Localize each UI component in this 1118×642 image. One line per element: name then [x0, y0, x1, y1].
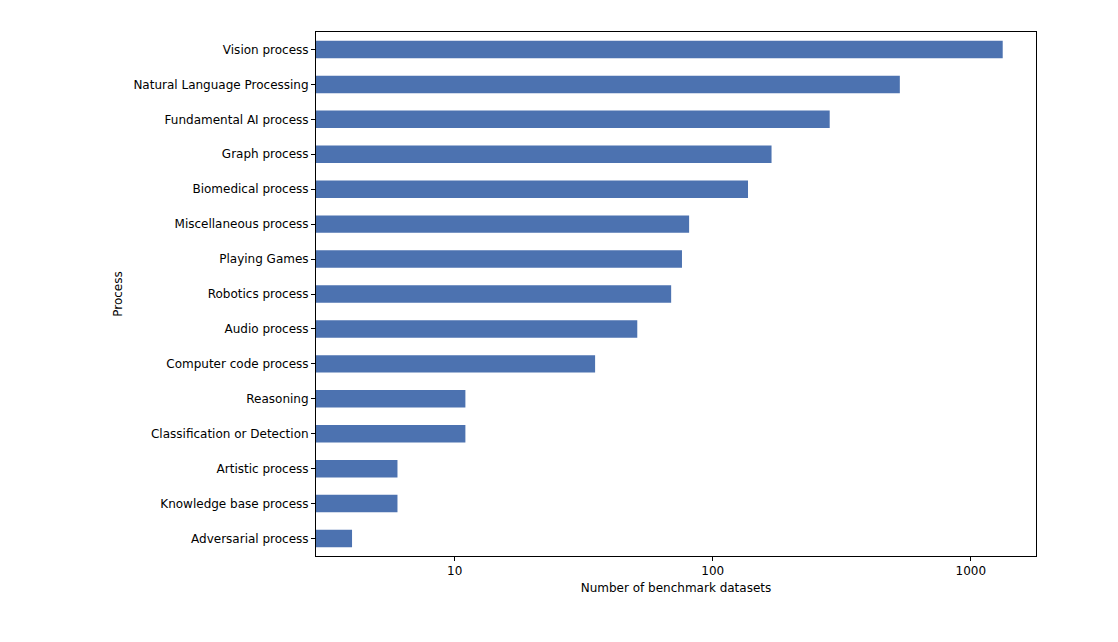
svg-text:Reasoning: Reasoning: [246, 392, 308, 406]
svg-text:Playing Games: Playing Games: [219, 252, 308, 266]
svg-text:100: 100: [701, 564, 724, 578]
svg-text:Robotics process: Robotics process: [208, 287, 309, 301]
svg-text:Fundamental AI process: Fundamental AI process: [165, 113, 309, 127]
svg-text:10: 10: [447, 564, 462, 578]
svg-text:Miscellaneous process: Miscellaneous process: [175, 217, 309, 231]
svg-text:Computer code process: Computer code process: [166, 357, 308, 371]
svg-text:Adversarial process: Adversarial process: [191, 532, 309, 546]
svg-text:Number of benchmark datasets: Number of benchmark datasets: [581, 581, 772, 595]
svg-text:Knowledge base process: Knowledge base process: [160, 497, 308, 511]
svg-text:Graph process: Graph process: [222, 147, 309, 161]
svg-text:1000: 1000: [955, 564, 986, 578]
svg-text:Classification or Detection: Classification or Detection: [151, 427, 309, 441]
svg-text:Audio process: Audio process: [225, 322, 309, 336]
svg-text:Artistic process: Artistic process: [217, 462, 309, 476]
svg-text:Biomedical process: Biomedical process: [192, 182, 308, 196]
svg-text:Natural Language Processing: Natural Language Processing: [133, 78, 308, 92]
svg-text:Vision process: Vision process: [223, 43, 309, 57]
svg-text:Process: Process: [111, 271, 125, 317]
